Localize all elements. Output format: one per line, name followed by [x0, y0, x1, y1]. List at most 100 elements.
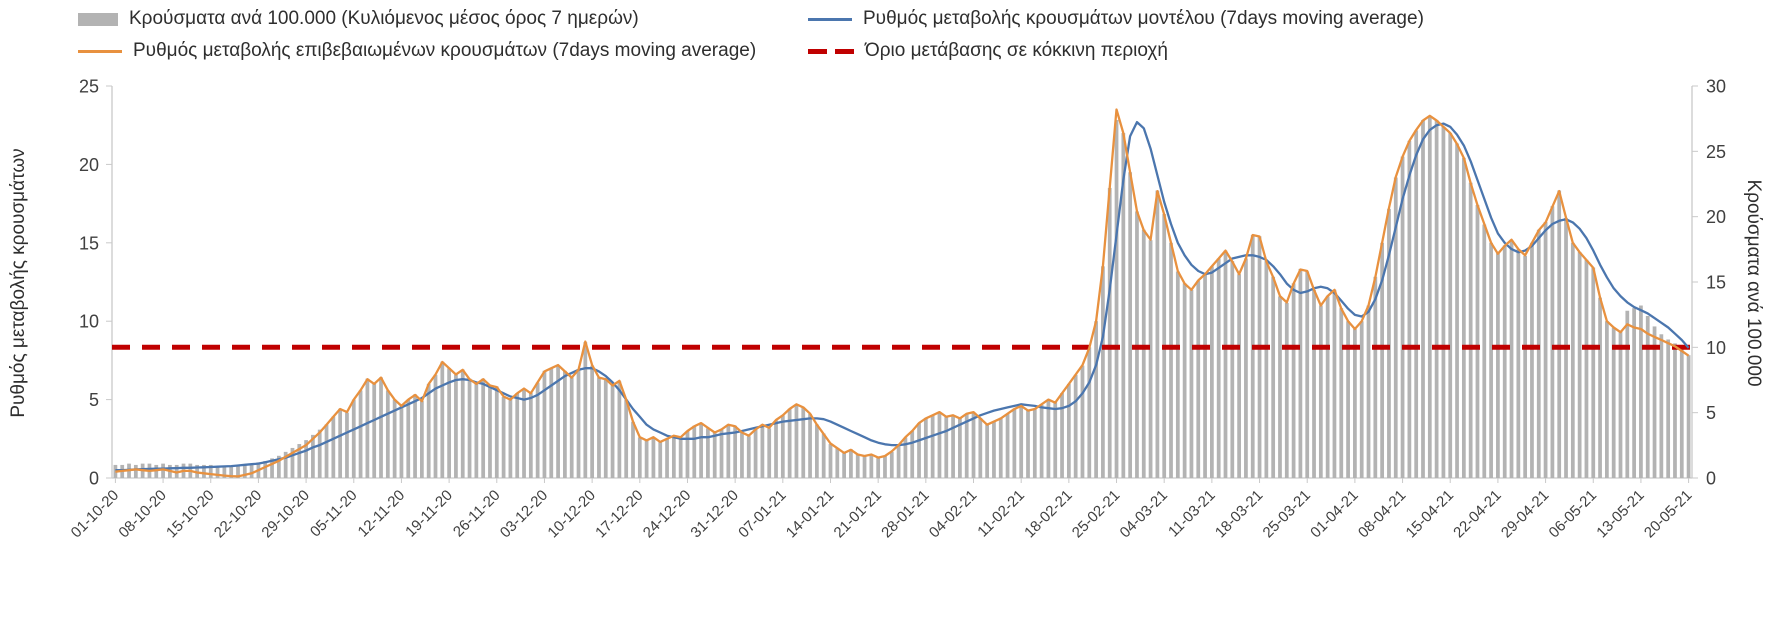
bar: [406, 399, 411, 478]
bar: [937, 412, 942, 478]
right-tick-label: 20: [1706, 207, 1726, 227]
left-tick-label: 10: [79, 312, 99, 332]
bar: [133, 464, 138, 478]
bar: [665, 438, 669, 478]
bar: [1543, 221, 1548, 478]
bar: [1053, 402, 1058, 478]
x-tick-label: 08-10-20: [115, 487, 169, 541]
right-tick-label: 25: [1706, 142, 1726, 162]
bar: [1318, 305, 1323, 478]
bar: [447, 368, 451, 478]
bar: [760, 424, 765, 478]
bar: [161, 463, 165, 478]
bar: [542, 370, 547, 478]
left-tick-label: 0: [89, 469, 99, 489]
bar: [202, 464, 206, 478]
bar: [1407, 140, 1412, 478]
bar: [794, 404, 799, 478]
bar: [1189, 289, 1194, 478]
bar: [1618, 331, 1623, 478]
bar: [1244, 258, 1248, 478]
right-tick-label: 15: [1706, 273, 1726, 293]
x-tick-label: 22-04-21: [1450, 487, 1504, 541]
legend-label-red-threshold: Όριο μετάβασης σε κόκκινη περιοχή: [865, 40, 1168, 61]
bar: [1223, 250, 1228, 478]
bar: [379, 377, 383, 478]
bar: [488, 385, 492, 478]
bar: [1400, 156, 1405, 478]
x-tick-label: 07-01-21: [735, 487, 789, 541]
bar: [1366, 305, 1371, 478]
bar: [1673, 343, 1677, 478]
bar: [1148, 240, 1153, 478]
bar: [481, 378, 486, 478]
bar: [815, 424, 819, 478]
x-tick-label: 13-05-21: [1593, 487, 1647, 541]
bar: [1659, 334, 1664, 478]
bar: [1414, 130, 1419, 478]
x-tick-label: 11-03-21: [1165, 487, 1219, 541]
legend-label-confirmed-rate: Ρυθμός μεταβολής επιβεβαιωμένων κρουσμάτ…: [133, 40, 757, 61]
bar: [1250, 234, 1255, 478]
bar: [1237, 274, 1241, 478]
bar: [998, 417, 1003, 478]
bar: [740, 432, 744, 478]
series-line: [115, 108, 1690, 478]
legend-label-cases-per-100k: Κρούσματα ανά 100.000 (Κυλιόμενος μέσος …: [129, 8, 639, 29]
bar: [1087, 347, 1092, 478]
bar: [1679, 348, 1684, 478]
x-tick-label: 22-10-20: [211, 487, 265, 541]
bar: [1475, 204, 1480, 478]
bar: [889, 451, 894, 478]
bar: [1421, 119, 1425, 478]
bar: [311, 434, 315, 478]
bar: [1339, 308, 1344, 478]
x-tick-label: 21-01-21: [831, 487, 885, 541]
bar: [535, 382, 540, 478]
bar: [1598, 297, 1602, 478]
bar: [242, 464, 247, 478]
bar: [1291, 283, 1296, 478]
bar: [692, 425, 697, 478]
left-tick-label: 5: [89, 390, 99, 410]
x-tick-label: 15-04-21: [1403, 487, 1457, 541]
bar: [1141, 229, 1146, 478]
bar: [1427, 116, 1432, 479]
bar: [699, 423, 703, 478]
bar: [944, 416, 949, 478]
bar: [208, 464, 213, 478]
x-tick-label: 15-10-20: [163, 487, 217, 541]
x-tick-label: 25-03-21: [1260, 487, 1314, 541]
bar: [753, 429, 758, 478]
plot-area: 051015202505101520253001-10-2008-10-2015…: [68, 77, 1726, 542]
bar: [501, 396, 506, 478]
bar: [706, 428, 710, 478]
bar: [399, 406, 404, 478]
bar: [780, 415, 785, 478]
bar: [413, 394, 417, 478]
bar: [1496, 253, 1500, 478]
bar: [869, 454, 874, 478]
bar: [603, 378, 608, 478]
bar: [1121, 133, 1126, 479]
bar: [338, 408, 343, 478]
bar: [1264, 261, 1269, 478]
bar: [1066, 383, 1071, 478]
orange-line-swatch-icon: [78, 49, 122, 53]
bar: [358, 390, 363, 478]
left-tick-label: 15: [79, 233, 99, 253]
bar: [528, 393, 533, 478]
blue-line-swatch-icon: [808, 17, 852, 21]
bar: [276, 455, 281, 478]
right-tick-label: 0: [1706, 469, 1716, 489]
bar: [1448, 133, 1453, 479]
bar: [1441, 126, 1446, 478]
bar: [1182, 283, 1187, 478]
bar: [270, 458, 274, 478]
bar: [719, 429, 724, 478]
x-tick-label: 19-11-20: [402, 487, 456, 541]
bar: [454, 374, 458, 478]
bar: [467, 378, 472, 478]
x-tick-label: 04-03-21: [1117, 487, 1171, 541]
